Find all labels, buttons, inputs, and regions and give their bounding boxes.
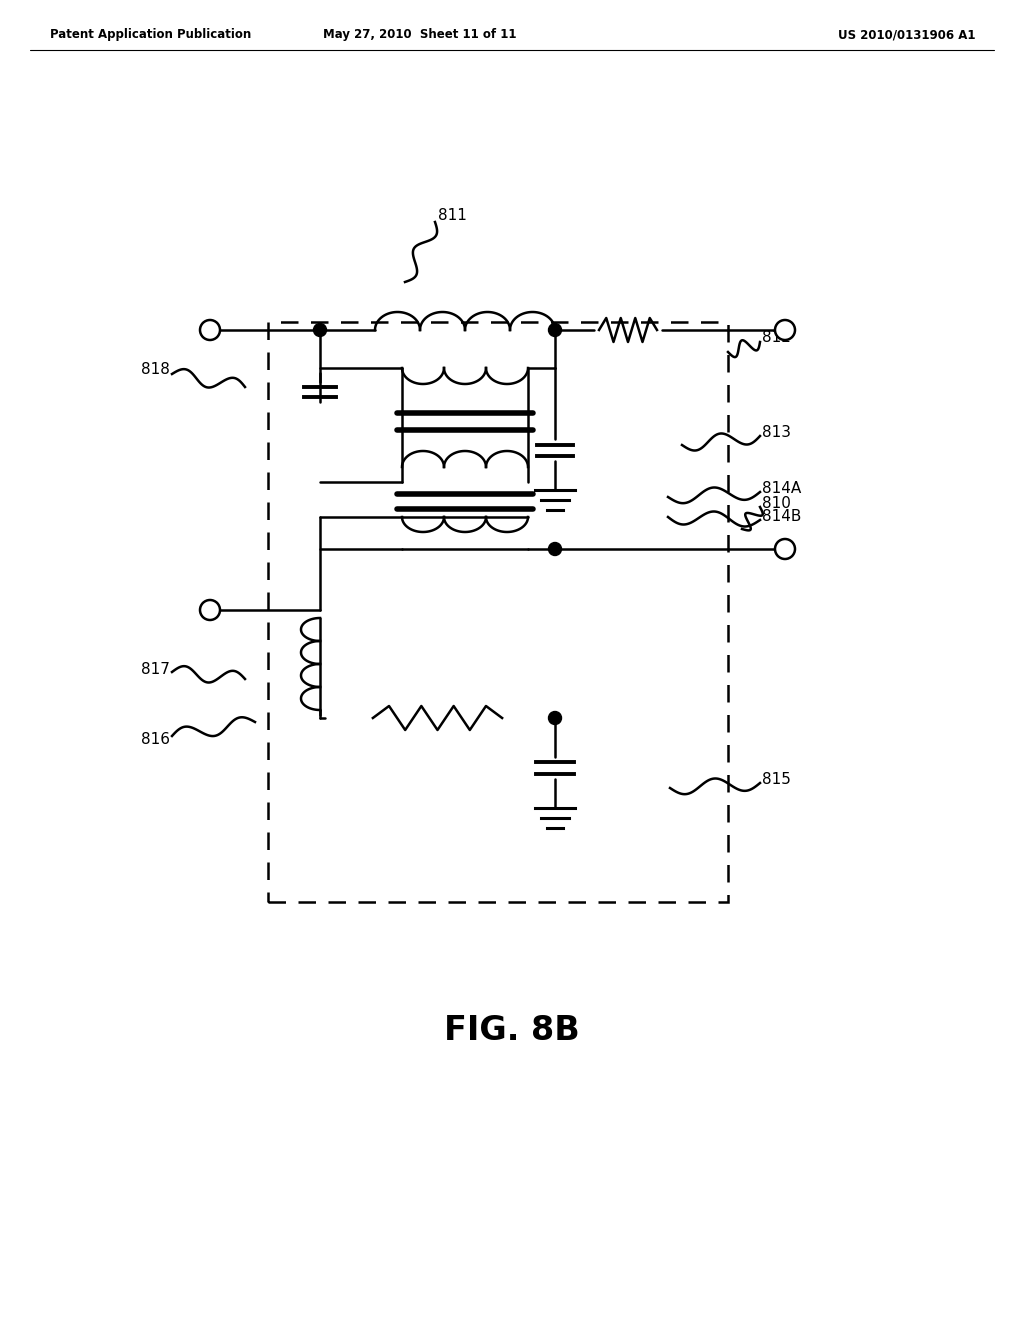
Circle shape (200, 601, 220, 620)
Text: 810: 810 (762, 496, 791, 511)
Circle shape (549, 543, 561, 556)
Circle shape (313, 323, 327, 337)
Circle shape (775, 539, 795, 558)
Text: Patent Application Publication: Patent Application Publication (50, 28, 251, 41)
Text: 812: 812 (762, 330, 791, 346)
Text: 811: 811 (438, 207, 467, 223)
Circle shape (200, 319, 220, 341)
Circle shape (549, 711, 561, 725)
Text: 818: 818 (141, 363, 170, 378)
Circle shape (775, 319, 795, 341)
Text: 817: 817 (141, 661, 170, 676)
Bar (268, 322, 728, 902)
Text: 815: 815 (762, 772, 791, 788)
Circle shape (549, 323, 561, 337)
Text: US 2010/0131906 A1: US 2010/0131906 A1 (838, 28, 975, 41)
Text: 813: 813 (762, 425, 791, 440)
Text: May 27, 2010  Sheet 11 of 11: May 27, 2010 Sheet 11 of 11 (324, 28, 517, 41)
Text: 814B: 814B (762, 510, 802, 524)
Text: 816: 816 (141, 733, 170, 747)
Text: FIG. 8B: FIG. 8B (444, 1014, 580, 1047)
Text: 814A: 814A (762, 482, 801, 496)
